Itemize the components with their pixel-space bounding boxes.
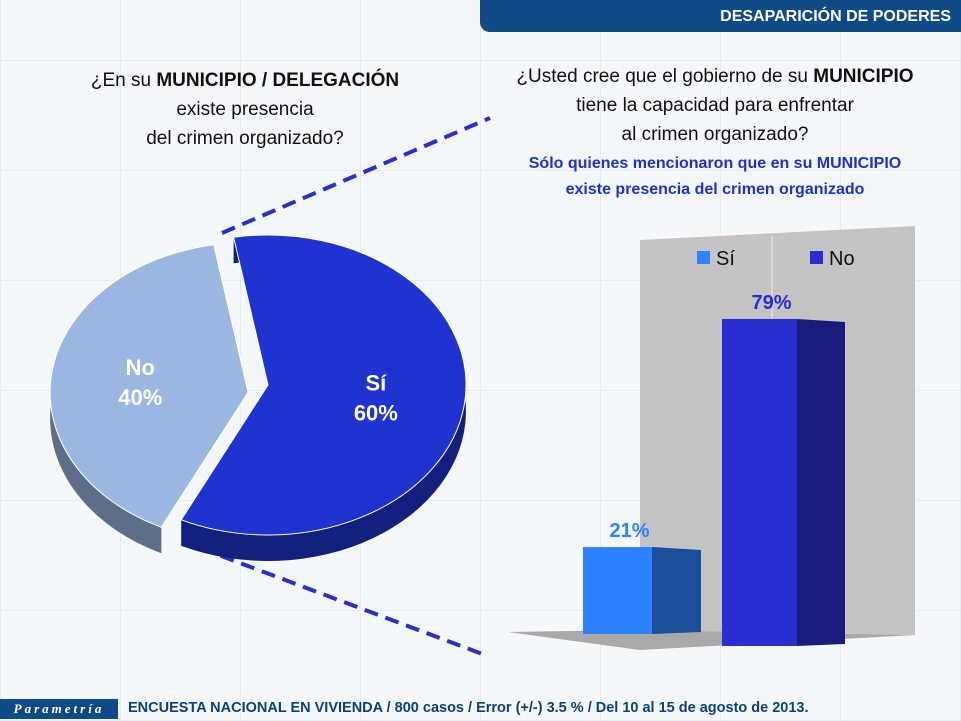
legend-swatch-0 <box>697 251 710 264</box>
q-subtitle-1: Sólo quienes mencionaron que en su MUNIC… <box>528 155 902 172</box>
survey-info: ENCUESTA NACIONAL EN VIVIENDA / 800 caso… <box>128 700 809 716</box>
bar-0 <box>583 547 652 634</box>
bar-value-label: 21% <box>609 520 649 542</box>
left-question: ¿En su MUNICIPIO / DELEGACIÓN existe pre… <box>60 66 430 153</box>
pie-label: Sí <box>365 370 387 395</box>
connector-line-top <box>221 116 491 235</box>
q-line3: al crimen organizado? <box>621 124 809 145</box>
q-line2: existe presencia <box>176 99 314 120</box>
q-text: ¿Usted cree que el gobierno de su <box>516 66 814 87</box>
bar-side-1 <box>797 318 845 646</box>
q-line3: del crimen organizado? <box>146 128 344 149</box>
bar-1 <box>722 318 797 646</box>
bar-side-0 <box>652 547 701 634</box>
legend-label: No <box>829 248 855 270</box>
page-title: DESAPARICIÓN DE PODERES <box>480 0 961 32</box>
footer: Parametría ENCUESTA NACIONAL EN VIVIENDA… <box>0 697 961 721</box>
pie-label: No <box>126 355 155 380</box>
q-line2: tiene la capacidad para enfrentar <box>576 95 854 116</box>
pie-slice-1 <box>49 244 249 528</box>
legend-label: Sí <box>716 248 735 270</box>
connector-line-bottom <box>199 546 486 657</box>
q-bold: MUNICIPIO / DELEGACIÓN <box>156 70 400 91</box>
pie-slice-0 <box>180 234 467 536</box>
right-question: ¿Usted cree que el gobierno de su MUNICI… <box>480 62 950 203</box>
pie-value-label: 40% <box>118 385 162 410</box>
q-bold: MUNICIPIO <box>813 66 914 87</box>
bar-value-label: 79% <box>751 292 791 314</box>
parametria-logo: Parametría <box>0 699 118 719</box>
q-text: ¿En su <box>90 70 157 91</box>
q-subtitle-2: existe presencia del crimen organizado <box>565 181 865 198</box>
pie-value-label: 60% <box>354 400 398 425</box>
legend-swatch-1 <box>810 251 823 264</box>
